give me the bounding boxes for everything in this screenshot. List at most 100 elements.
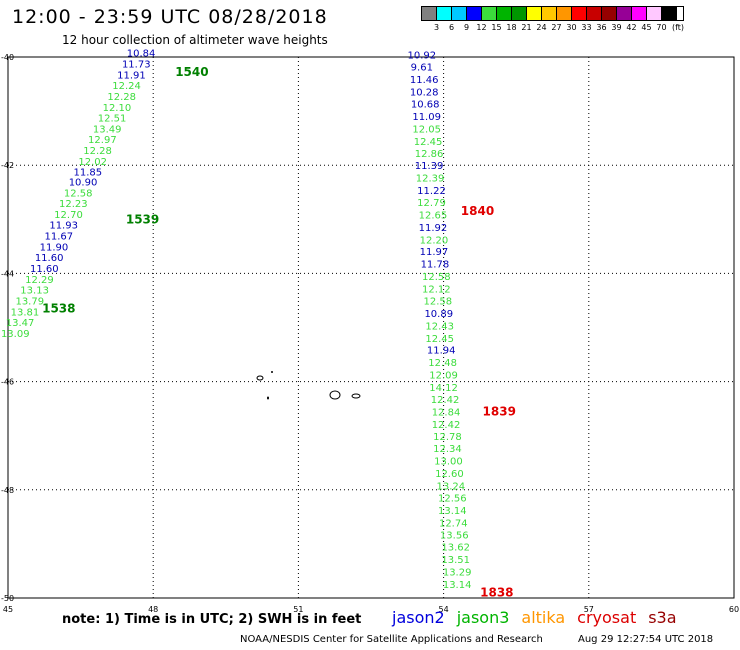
legend-label: 30: [566, 23, 577, 32]
swh-value: 12.51: [98, 114, 127, 125]
swh-value: 12.74: [439, 518, 468, 529]
satellite-legend-item: jason2: [392, 608, 445, 627]
swh-value: 12.39: [416, 174, 445, 185]
lat-tick-label: -44: [1, 269, 14, 278]
swh-value: 12.20: [420, 235, 449, 246]
swh-value: 12.28: [107, 92, 136, 103]
island-outline: [329, 390, 341, 400]
swh-value: 12.43: [425, 321, 454, 332]
swh-value: 10.90: [69, 177, 98, 188]
swh-value: 11.91: [117, 70, 146, 81]
legend-label: 27: [551, 23, 562, 32]
legend-swatch: [572, 7, 587, 20]
swh-value: 13.13: [20, 286, 49, 297]
satellite-legend: jason2 jason3 altika cryosat s3a: [392, 608, 677, 627]
lat-tick-label: -40: [1, 53, 14, 62]
swh-value: 10.84: [127, 49, 156, 60]
swh-value: 12.79: [417, 198, 446, 209]
legend-swatch: [602, 7, 617, 20]
legend-swatch: [632, 7, 647, 20]
lat-tick-label: -48: [1, 486, 14, 495]
swh-value: 12.86: [415, 149, 444, 160]
legend-label: 15: [491, 23, 502, 32]
swh-value: 12.58: [422, 272, 451, 283]
swh-value: 12.48: [428, 358, 457, 369]
swh-value: 13.24: [437, 481, 466, 492]
legend-label: 45: [641, 23, 652, 32]
swh-value: 11.09: [412, 112, 441, 123]
legend-swatch: [527, 7, 542, 20]
legend-label: 18: [506, 23, 517, 32]
swh-value: 13.51: [441, 555, 470, 566]
legend-swatch: [467, 7, 482, 20]
legend-swatch: [482, 7, 497, 20]
legend-swatch: [542, 7, 557, 20]
swh-value: 12.09: [429, 371, 458, 382]
swh-value: 13.49: [93, 124, 122, 135]
legend-swatch: [647, 7, 662, 20]
lon-tick-label: 60: [729, 605, 739, 614]
swh-value: 10.89: [424, 309, 453, 320]
satellite-legend-item: altika: [521, 608, 566, 627]
island-outlines: [256, 371, 361, 400]
swh-value: 11.60: [35, 253, 64, 264]
swh-value: 12.42: [431, 395, 460, 406]
swh-value: 13.14: [438, 506, 467, 517]
legend-label: 3: [433, 23, 440, 32]
swh-value: 13.29: [443, 567, 472, 578]
legend-label: 33: [581, 23, 592, 32]
swh-value: 12.97: [88, 135, 117, 146]
legend-label: 21: [521, 23, 532, 32]
satellite-legend-item: jason3: [456, 608, 510, 627]
swh-value: 11.60: [30, 264, 59, 275]
swh-value: 13.62: [441, 543, 470, 554]
swh-value: 13.79: [15, 296, 44, 307]
legend-label: 6: [448, 23, 455, 32]
swh-value: 12.58: [423, 296, 452, 307]
swh-value: 12.45: [414, 137, 443, 148]
swh-value: 11.22: [417, 186, 446, 197]
swh-value: 12.56: [438, 493, 467, 504]
page-title: 12:00 - 23:59 UTC 08/28/2018: [12, 6, 328, 28]
lat-tick-label: -42: [1, 161, 14, 170]
swh-value: 10.68: [411, 100, 440, 111]
legend-swatch: [617, 7, 632, 20]
swh-value: 12.12: [422, 285, 451, 296]
swh-value: 12.42: [432, 420, 461, 431]
swh-value: 12.65: [419, 210, 448, 221]
swh-value: 11.92: [419, 223, 448, 234]
swh-value: 12.29: [25, 275, 54, 286]
swh-value: 12.28: [83, 146, 112, 157]
satellite-legend-item: s3a: [648, 608, 677, 627]
island-outline: [256, 375, 264, 381]
swh-value: 13.00: [434, 457, 463, 468]
legend-swatch: [422, 7, 437, 20]
satellite-legend-item: cryosat: [577, 608, 637, 627]
lon-tick-label: 54: [439, 605, 449, 614]
pass-time-label: 1539: [126, 212, 159, 226]
page-subtitle: 12 hour collection of altimeter wave hei…: [62, 33, 328, 47]
lon-tick-label: 57: [584, 605, 594, 614]
swh-value: 10.28: [410, 88, 439, 99]
swh-value: 12.02: [78, 157, 107, 168]
legend-label: 42: [626, 23, 637, 32]
pass-time-label: 1540: [175, 65, 208, 79]
lat-tick-label: -50: [1, 594, 14, 603]
swh-value: 12.34: [433, 444, 462, 455]
legend-swatch: [512, 7, 527, 20]
legend-swatch: [587, 7, 602, 20]
swh-value: 12.45: [425, 334, 454, 345]
legend-label: 9: [463, 23, 470, 32]
swh-value: 12.70: [54, 210, 83, 221]
generated-timestamp: Aug 29 12:27:54 UTC 2018: [578, 634, 714, 645]
swh-value: 12.23: [59, 199, 88, 210]
swh-value: 11.78: [421, 260, 450, 271]
swh-value: 11.90: [40, 242, 69, 253]
lon-tick-label: 45: [3, 605, 13, 614]
island-outline: [267, 396, 269, 400]
swh-value: 11.85: [74, 168, 103, 179]
legend-label: 24: [536, 23, 547, 32]
swh-value: 11.67: [44, 232, 73, 243]
legend-unit: (ft): [672, 23, 685, 32]
